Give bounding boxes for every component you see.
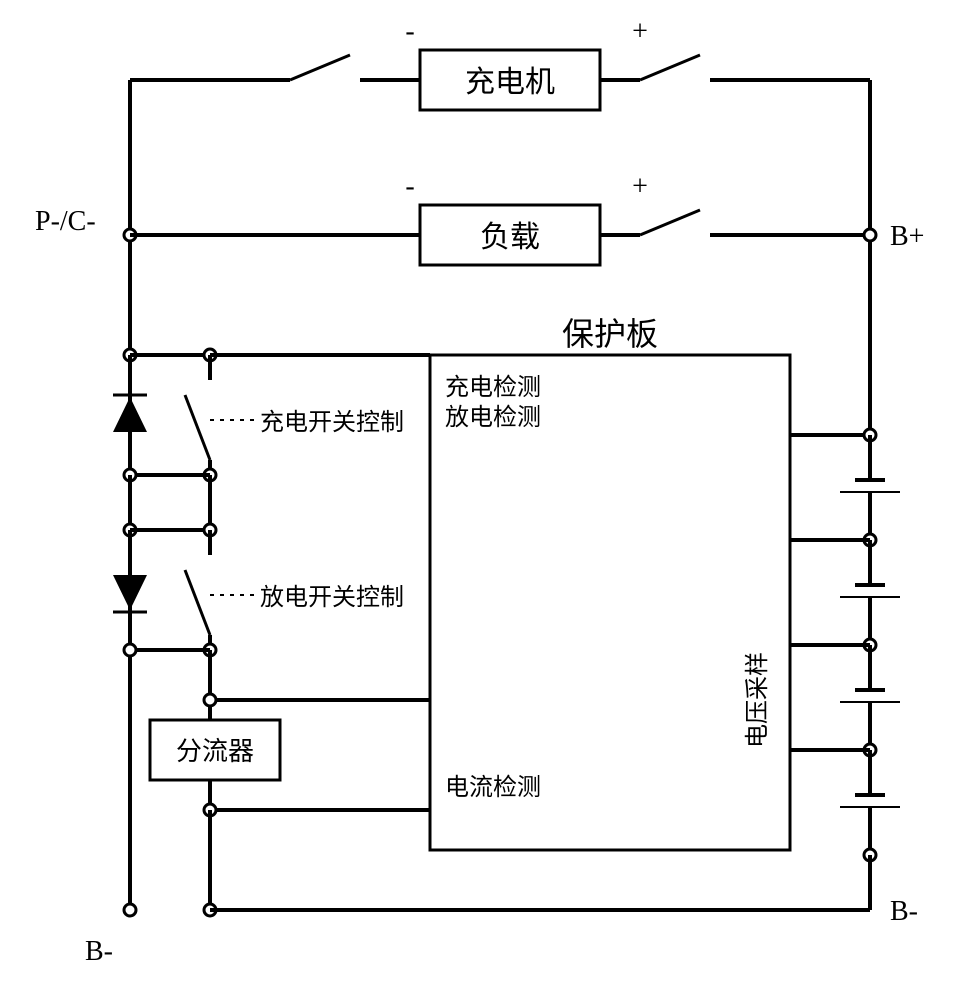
charge-detect-label: 充电检测 (445, 374, 541, 401)
discharge-detect-label: 放电检测 (445, 404, 541, 431)
voltage-sample-label: 电压采样 (744, 652, 771, 748)
plus-sign: + (632, 16, 648, 47)
switch-arm (640, 210, 700, 235)
diode-triangle (113, 575, 147, 610)
minus-sign: - (405, 171, 414, 202)
node (124, 644, 136, 656)
node (864, 229, 876, 241)
charge-switch-ctrl-label: 充电开关控制 (260, 409, 404, 436)
shunt-label: 分流器 (176, 737, 254, 766)
switch-arm (290, 55, 350, 80)
load-label: 负载 (480, 221, 540, 254)
node (204, 694, 216, 706)
node (124, 904, 136, 916)
switch-arm (640, 55, 700, 80)
terminal-right-top: B+ (890, 221, 924, 252)
current-detect-label: 电流检测 (445, 774, 541, 801)
switch-arm (185, 395, 210, 460)
discharge-switch-ctrl-label: 放电开关控制 (260, 584, 404, 611)
terminal-left: P-/C- (35, 206, 96, 237)
circuit-diagram: 充电机 - + 负载 - + P-/C- B+ 充电开关控制 (0, 0, 957, 1000)
terminal-b-minus-left: B- (85, 936, 113, 967)
minus-sign: - (405, 16, 414, 47)
plus-sign: + (632, 171, 648, 202)
terminal-b-minus-right: B- (890, 896, 918, 927)
switch-arm (185, 570, 210, 635)
diode-triangle (113, 397, 147, 432)
charger-label: 充电机 (465, 66, 555, 99)
protection-title: 保护板 (562, 316, 658, 352)
